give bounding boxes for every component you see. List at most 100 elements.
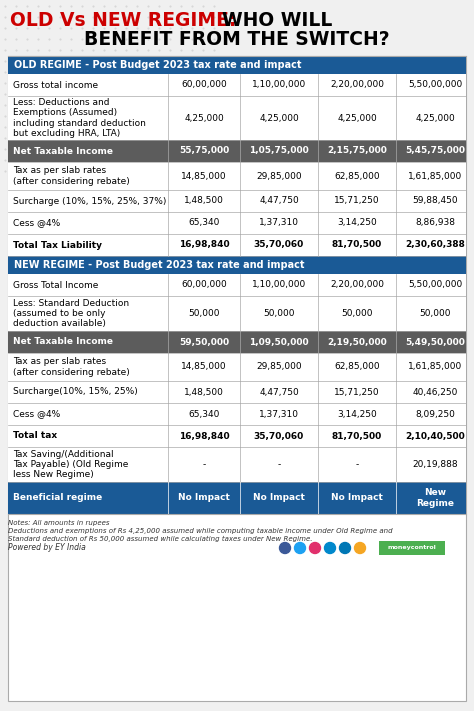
Bar xyxy=(8,234,466,256)
Text: 50,000: 50,000 xyxy=(341,309,373,318)
Text: Notes: All amounts in rupees: Notes: All amounts in rupees xyxy=(8,520,109,526)
Text: 59,50,000: 59,50,000 xyxy=(179,338,229,346)
Text: -: - xyxy=(277,460,281,469)
Text: 29,85,000: 29,85,000 xyxy=(256,171,302,181)
Text: 35,70,060: 35,70,060 xyxy=(254,432,304,441)
Bar xyxy=(8,56,466,74)
Text: 50,000: 50,000 xyxy=(419,309,451,318)
Text: 59,88,450: 59,88,450 xyxy=(412,196,458,205)
Text: New
Regime: New Regime xyxy=(416,488,454,508)
Text: 1,09,50,000: 1,09,50,000 xyxy=(249,338,309,346)
Text: Net Taxable Income: Net Taxable Income xyxy=(13,338,113,346)
Bar xyxy=(8,190,466,212)
Circle shape xyxy=(310,542,320,553)
Text: 4,25,000: 4,25,000 xyxy=(337,114,377,122)
Bar xyxy=(8,353,466,381)
Text: 1,37,310: 1,37,310 xyxy=(259,218,299,228)
Text: OLD REGIME - Post Budget 2023 tax rate and impact: OLD REGIME - Post Budget 2023 tax rate a… xyxy=(14,60,301,70)
Text: 8,09,250: 8,09,250 xyxy=(415,410,455,419)
Text: moneycontrol: moneycontrol xyxy=(388,545,437,550)
Text: -: - xyxy=(356,460,359,469)
Text: 62,85,000: 62,85,000 xyxy=(334,363,380,372)
Text: Standard deduction of Rs 50,000 assumed while calculating taxes under New Regime: Standard deduction of Rs 50,000 assumed … xyxy=(8,536,312,542)
Circle shape xyxy=(280,542,291,553)
Text: Total Tax Liability: Total Tax Liability xyxy=(13,240,102,250)
Text: 35,70,060: 35,70,060 xyxy=(254,240,304,250)
Text: 62,85,000: 62,85,000 xyxy=(334,171,380,181)
Text: Cess @4%: Cess @4% xyxy=(13,410,60,419)
Text: 2,19,50,000: 2,19,50,000 xyxy=(327,338,387,346)
Text: 4,25,000: 4,25,000 xyxy=(184,114,224,122)
Text: 2,30,60,388: 2,30,60,388 xyxy=(405,240,465,250)
Text: 2,20,00,000: 2,20,00,000 xyxy=(330,80,384,90)
Bar xyxy=(8,96,466,140)
Text: NEW REGIME - Post Budget 2023 tax rate and impact: NEW REGIME - Post Budget 2023 tax rate a… xyxy=(14,260,304,270)
Text: 8,86,938: 8,86,938 xyxy=(415,218,455,228)
Text: 65,340: 65,340 xyxy=(188,410,219,419)
Text: 5,49,50,000: 5,49,50,000 xyxy=(405,338,465,346)
Bar xyxy=(8,425,466,447)
Text: 2,15,75,000: 2,15,75,000 xyxy=(327,146,387,156)
Text: 15,71,250: 15,71,250 xyxy=(334,387,380,397)
Text: Cess @4%: Cess @4% xyxy=(13,218,60,228)
Text: Tax as per slab rates
(after considering rebate): Tax as per slab rates (after considering… xyxy=(13,166,130,186)
Bar xyxy=(8,274,466,296)
Text: Powered by EY India: Powered by EY India xyxy=(8,543,86,552)
Text: 3,14,250: 3,14,250 xyxy=(337,218,377,228)
Text: No Impact: No Impact xyxy=(253,493,305,503)
Text: 65,340: 65,340 xyxy=(188,218,219,228)
Text: 16,98,840: 16,98,840 xyxy=(179,432,229,441)
Bar xyxy=(8,212,466,234)
Text: Net Taxable Income: Net Taxable Income xyxy=(13,146,113,156)
Text: 3,14,250: 3,14,250 xyxy=(337,410,377,419)
Bar xyxy=(8,331,466,353)
Text: Gross total income: Gross total income xyxy=(13,80,98,90)
Text: -: - xyxy=(202,460,206,469)
Text: 4,25,000: 4,25,000 xyxy=(415,114,455,122)
Text: 16,98,840: 16,98,840 xyxy=(179,240,229,250)
Text: 1,48,500: 1,48,500 xyxy=(184,196,224,205)
Text: 4,25,000: 4,25,000 xyxy=(259,114,299,122)
Text: 60,00,000: 60,00,000 xyxy=(181,80,227,90)
Bar xyxy=(8,140,466,162)
Text: Tax Saving/(Additional
Tax Payable) (Old Regime
less New Regime): Tax Saving/(Additional Tax Payable) (Old… xyxy=(13,449,128,479)
Text: Surcharge(10%, 15%, 25%): Surcharge(10%, 15%, 25%) xyxy=(13,387,138,397)
Text: Tax as per slab rates
(after considering rebate): Tax as per slab rates (after considering… xyxy=(13,358,130,377)
Circle shape xyxy=(339,542,350,553)
Text: Beneficial regime: Beneficial regime xyxy=(13,493,102,503)
Text: 4,47,750: 4,47,750 xyxy=(259,387,299,397)
Text: 5,50,00,000: 5,50,00,000 xyxy=(408,80,462,90)
Circle shape xyxy=(325,542,336,553)
Text: 2,20,00,000: 2,20,00,000 xyxy=(330,281,384,289)
Text: 81,70,500: 81,70,500 xyxy=(332,240,382,250)
Text: BENEFIT FROM THE SWITCH?: BENEFIT FROM THE SWITCH? xyxy=(84,30,390,49)
Text: 1,05,75,000: 1,05,75,000 xyxy=(249,146,309,156)
Text: 1,10,00,000: 1,10,00,000 xyxy=(252,281,306,289)
Bar xyxy=(8,403,466,425)
Text: Total tax: Total tax xyxy=(13,432,57,441)
Circle shape xyxy=(355,542,365,553)
Text: 50,000: 50,000 xyxy=(188,309,220,318)
Text: 1,61,85,000: 1,61,85,000 xyxy=(408,363,462,372)
Text: 29,85,000: 29,85,000 xyxy=(256,363,302,372)
Text: 1,37,310: 1,37,310 xyxy=(259,410,299,419)
Bar xyxy=(8,381,466,403)
Text: 1,61,85,000: 1,61,85,000 xyxy=(408,171,462,181)
Text: 55,75,000: 55,75,000 xyxy=(179,146,229,156)
Text: Less: Standard Deduction
(assumed to be only
deduction available): Less: Standard Deduction (assumed to be … xyxy=(13,299,129,328)
Text: 5,45,75,000: 5,45,75,000 xyxy=(405,146,465,156)
Text: 14,85,000: 14,85,000 xyxy=(181,171,227,181)
Text: 1,10,00,000: 1,10,00,000 xyxy=(252,80,306,90)
Text: 1,48,500: 1,48,500 xyxy=(184,387,224,397)
Text: 20,19,888: 20,19,888 xyxy=(412,460,458,469)
Text: Gross Total Income: Gross Total Income xyxy=(13,281,99,289)
Bar xyxy=(8,296,466,331)
Text: 14,85,000: 14,85,000 xyxy=(181,363,227,372)
Bar xyxy=(8,256,466,274)
Text: 60,00,000: 60,00,000 xyxy=(181,281,227,289)
Circle shape xyxy=(294,542,306,553)
Text: No Impact: No Impact xyxy=(331,493,383,503)
Bar xyxy=(8,162,466,190)
Text: OLD Vs NEW REGIME:: OLD Vs NEW REGIME: xyxy=(10,11,243,30)
Text: 50,000: 50,000 xyxy=(263,309,295,318)
